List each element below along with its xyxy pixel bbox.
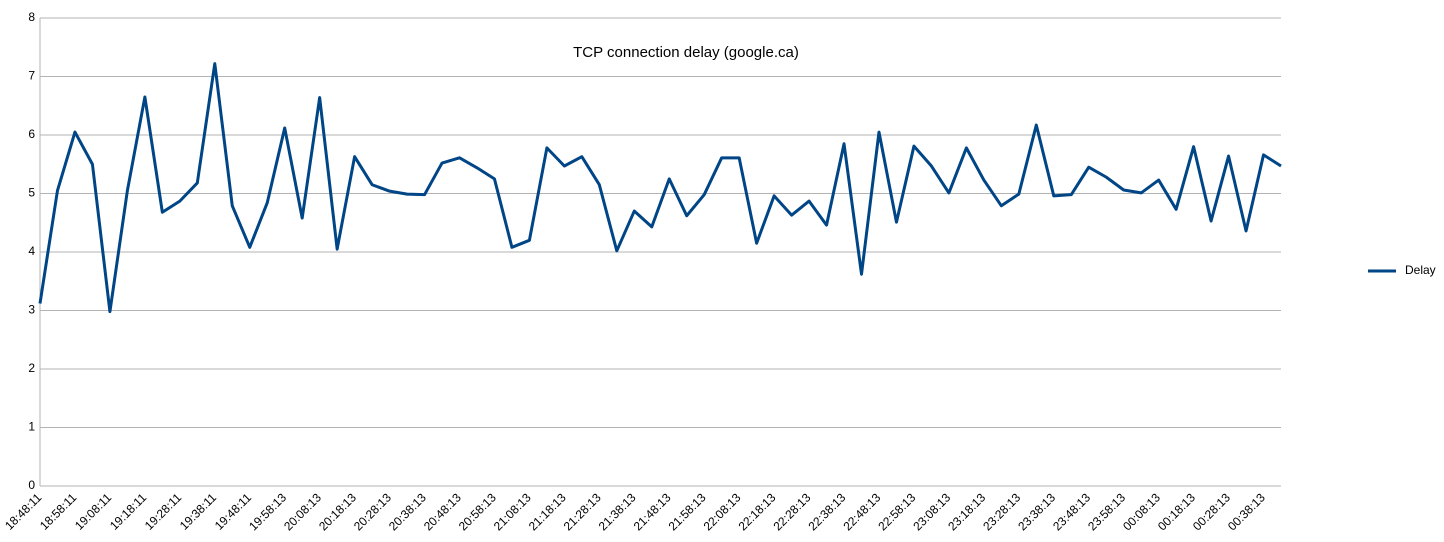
- x-tick-label: 22:38:13: [805, 490, 848, 533]
- x-tick-label: 19:28:11: [142, 490, 185, 533]
- x-tick-label: 20:38:13: [386, 490, 429, 533]
- x-tick-label: 19:08:11: [72, 490, 115, 533]
- y-tick-label: 7: [28, 69, 35, 83]
- x-tick-label: 21:28:13: [561, 490, 604, 533]
- x-tick-label: 21:18:13: [526, 490, 569, 533]
- x-tick-label: 19:38:11: [177, 490, 220, 533]
- y-tick-label: 1: [28, 420, 35, 434]
- x-tick-label: 21:38:13: [596, 490, 639, 533]
- x-tick-label: 22:28:13: [770, 490, 813, 533]
- data-line: [38, 62, 1282, 314]
- x-tick-label: 20:08:13: [281, 490, 324, 533]
- x-tick-label: 22:58:13: [875, 490, 918, 533]
- y-tick-label: 5: [28, 186, 35, 200]
- x-tick-label: 22:48:13: [840, 490, 883, 533]
- y-tick-label: 0: [28, 478, 35, 492]
- x-tick-label: 21:48:13: [631, 490, 674, 533]
- x-tick-label: 23:58:13: [1085, 490, 1128, 533]
- x-tick-label: 20:48:13: [421, 490, 464, 533]
- y-tick-label: 3: [28, 303, 35, 317]
- x-tick-label: 20:28:13: [351, 490, 394, 533]
- x-tick-label: 00:18:13: [1155, 490, 1198, 533]
- x-tick-label: 23:48:13: [1050, 490, 1093, 533]
- x-tick-label: 21:58:13: [666, 490, 709, 533]
- x-tick-label: 22:18:13: [736, 490, 779, 533]
- chart-title: TCP connection delay (google.ca): [573, 44, 799, 61]
- x-tick-label: 21:08:13: [491, 490, 534, 533]
- x-tick-label: 18:48:11: [2, 490, 45, 533]
- x-tick-label: 22:08:13: [701, 490, 744, 533]
- y-tick-label: 6: [28, 127, 35, 141]
- x-tick-label: 18:58:11: [37, 490, 80, 533]
- x-tick-label: 19:58:13: [246, 490, 289, 533]
- x-tick-label: 00:38:13: [1225, 490, 1268, 533]
- y-tick-label: 4: [28, 244, 35, 258]
- x-tick-label: 20:58:13: [456, 490, 499, 533]
- x-tick-label: 23:08:13: [910, 490, 953, 533]
- x-tick-label: 20:18:13: [316, 490, 359, 533]
- x-tick-label: 23:38:13: [1015, 490, 1058, 533]
- x-tick-label: 23:28:13: [980, 490, 1023, 533]
- x-tick-label: 19:18:11: [107, 490, 150, 533]
- legend-label: Delay: [1405, 263, 1436, 277]
- x-tick-label: 23:18:13: [945, 490, 988, 533]
- y-tick-label: 8: [28, 10, 35, 24]
- y-tick-label: 2: [28, 361, 35, 375]
- x-tick-label: 00:08:13: [1120, 490, 1163, 533]
- x-tick-label: 00:28:13: [1190, 490, 1233, 533]
